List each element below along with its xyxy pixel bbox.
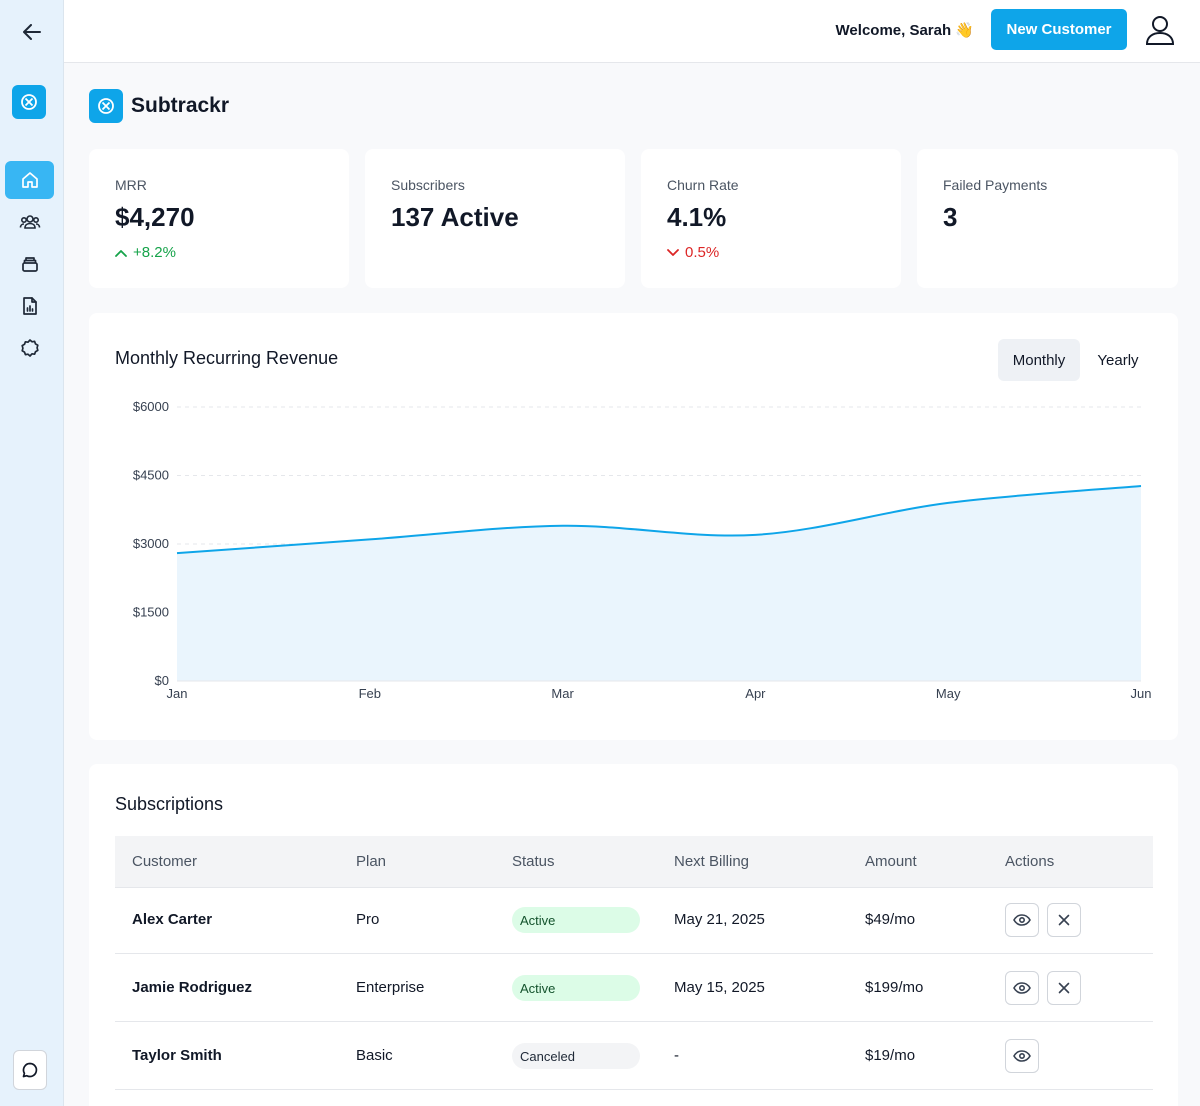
report-icon bbox=[22, 297, 37, 315]
stat-value: $4,270 bbox=[115, 202, 195, 232]
layers-icon bbox=[21, 257, 38, 272]
next-billing-date: May 21, 2025 bbox=[674, 911, 765, 928]
sidebar-item-settings[interactable] bbox=[5, 329, 54, 367]
status-badge: Active bbox=[512, 975, 640, 1001]
revenue-chart: $0 $1500 $3000 $4500 $6000 Jan Feb Mar Apr May Jun bbox=[133, 399, 1152, 701]
stat-label: MRR bbox=[115, 177, 147, 193]
column-header: Actions bbox=[1005, 853, 1055, 870]
status-badge: Canceled bbox=[512, 1043, 640, 1069]
chevron-down-icon bbox=[667, 248, 679, 256]
stat-delta-value: +8.2% bbox=[133, 244, 176, 261]
back-arrow-icon[interactable] bbox=[16, 18, 48, 46]
brand: Subtrackr bbox=[89, 89, 229, 123]
brand-name: Subtrackr bbox=[131, 94, 230, 117]
stat-label: Churn Rate bbox=[667, 177, 739, 193]
stat-label: Subscribers bbox=[391, 177, 465, 193]
eye-icon bbox=[1013, 1050, 1031, 1062]
amount: $49/mo bbox=[865, 911, 916, 928]
sidebar-item-home[interactable] bbox=[5, 161, 54, 199]
view-button[interactable] bbox=[1005, 903, 1039, 937]
customer-name: Taylor Smith bbox=[132, 1047, 222, 1064]
next-billing-date: - bbox=[674, 1047, 679, 1064]
stat-value: 137 Active bbox=[391, 202, 519, 232]
column-header: Status bbox=[512, 853, 555, 870]
revenue-chart-card: Monthly Recurring Revenue Monthly Yearly… bbox=[89, 313, 1178, 740]
column-header: Next Billing bbox=[674, 853, 750, 870]
user-avatar-icon[interactable] bbox=[1144, 13, 1176, 47]
stat-delta: +8.2% bbox=[115, 244, 176, 261]
stat-value: 3 bbox=[943, 202, 958, 232]
amount: $19/mo bbox=[865, 1047, 916, 1064]
table-row: Alex Carter Pro Active May 21, 2025 $49/… bbox=[115, 886, 1153, 954]
sidebar-item-reports[interactable] bbox=[5, 287, 54, 325]
y-tick-label: $3000 bbox=[133, 536, 169, 551]
stat-delta-value: 0.5% bbox=[685, 244, 720, 261]
y-tick-label: $6000 bbox=[133, 399, 169, 414]
sidebar bbox=[0, 0, 64, 1106]
table-header: Customer Plan Status Next Billing Amount… bbox=[115, 836, 1153, 888]
x-tick-label: Mar bbox=[551, 686, 574, 701]
chevron-up-icon bbox=[115, 249, 127, 257]
settings-icon bbox=[20, 339, 39, 357]
x-tick-label: Apr bbox=[745, 686, 766, 701]
eye-icon bbox=[1013, 914, 1031, 926]
table-row: Jamie Rodriguez Enterprise Active May 15… bbox=[115, 954, 1153, 1022]
stat-card-subscribers: Subscribers 137 Active bbox=[365, 149, 625, 288]
x-tick-label: Feb bbox=[359, 686, 381, 701]
customer-name: Jamie Rodriguez bbox=[132, 979, 253, 996]
home-icon bbox=[21, 172, 38, 188]
chat-button[interactable] bbox=[13, 1050, 47, 1090]
close-icon bbox=[1058, 982, 1070, 994]
cancel-button[interactable] bbox=[1047, 903, 1081, 937]
sidebar-item-layers[interactable] bbox=[5, 245, 54, 283]
subscriptions-title: Subscriptions bbox=[115, 794, 224, 814]
new-customer-button[interactable]: New Customer bbox=[991, 9, 1127, 50]
plan-name: Pro bbox=[356, 911, 380, 928]
y-tick-label: $4500 bbox=[133, 468, 169, 483]
chat-bubble-icon bbox=[22, 1062, 38, 1078]
top-bar: Welcome, Sarah 👋 New Customer bbox=[64, 0, 1200, 63]
area-fill bbox=[177, 486, 1141, 681]
customer-name: Alex Carter bbox=[132, 911, 213, 928]
x-tick-label: Jun bbox=[1131, 686, 1152, 701]
y-tick-label: $1500 bbox=[133, 605, 169, 620]
plan-name: Basic bbox=[356, 1047, 393, 1064]
view-button[interactable] bbox=[1005, 971, 1039, 1005]
column-header: Plan bbox=[356, 853, 387, 870]
stat-value: 4.1% bbox=[667, 202, 727, 232]
toggle-monthly[interactable]: Monthly bbox=[998, 339, 1080, 381]
column-header: Amount bbox=[865, 853, 917, 870]
chart-title: Monthly Recurring Revenue bbox=[115, 348, 339, 368]
status-badge: Active bbox=[512, 907, 640, 933]
x-tick-label: Jan bbox=[167, 686, 188, 701]
close-icon bbox=[1058, 914, 1070, 926]
series-line bbox=[176, 485, 1142, 555]
cancel-button[interactable] bbox=[1047, 971, 1081, 1005]
amount: $199/mo bbox=[865, 979, 924, 996]
stat-card-churn: Churn Rate 4.1% 0.5% bbox=[641, 149, 901, 288]
eye-icon bbox=[1013, 982, 1031, 994]
users-icon bbox=[19, 215, 40, 229]
toggle-yearly[interactable]: Yearly bbox=[1082, 339, 1154, 381]
stat-label: Failed Payments bbox=[943, 177, 1048, 193]
view-button[interactable] bbox=[1005, 1039, 1039, 1073]
welcome-message: Welcome, Sarah 👋 bbox=[835, 22, 974, 39]
x-tick-label: May bbox=[936, 686, 961, 701]
brand-logo-icon bbox=[89, 89, 123, 123]
plan-name: Enterprise bbox=[356, 979, 425, 996]
stat-card-mrr: MRR $4,270 +8.2% bbox=[89, 149, 349, 288]
subscriptions-card: Subscriptions Customer Plan Status Next … bbox=[89, 764, 1178, 1106]
table-row: Taylor Smith Basic Canceled - $19/mo bbox=[115, 1022, 1153, 1090]
next-billing-date: May 15, 2025 bbox=[674, 979, 765, 996]
column-header: Customer bbox=[132, 853, 198, 870]
stat-card-failed-payments: Failed Payments 3 bbox=[917, 149, 1178, 288]
stat-delta: 0.5% bbox=[667, 244, 719, 261]
y-tick-label: $0 bbox=[155, 673, 169, 688]
app-logo-icon[interactable] bbox=[12, 85, 46, 119]
sidebar-item-users[interactable] bbox=[5, 203, 54, 241]
